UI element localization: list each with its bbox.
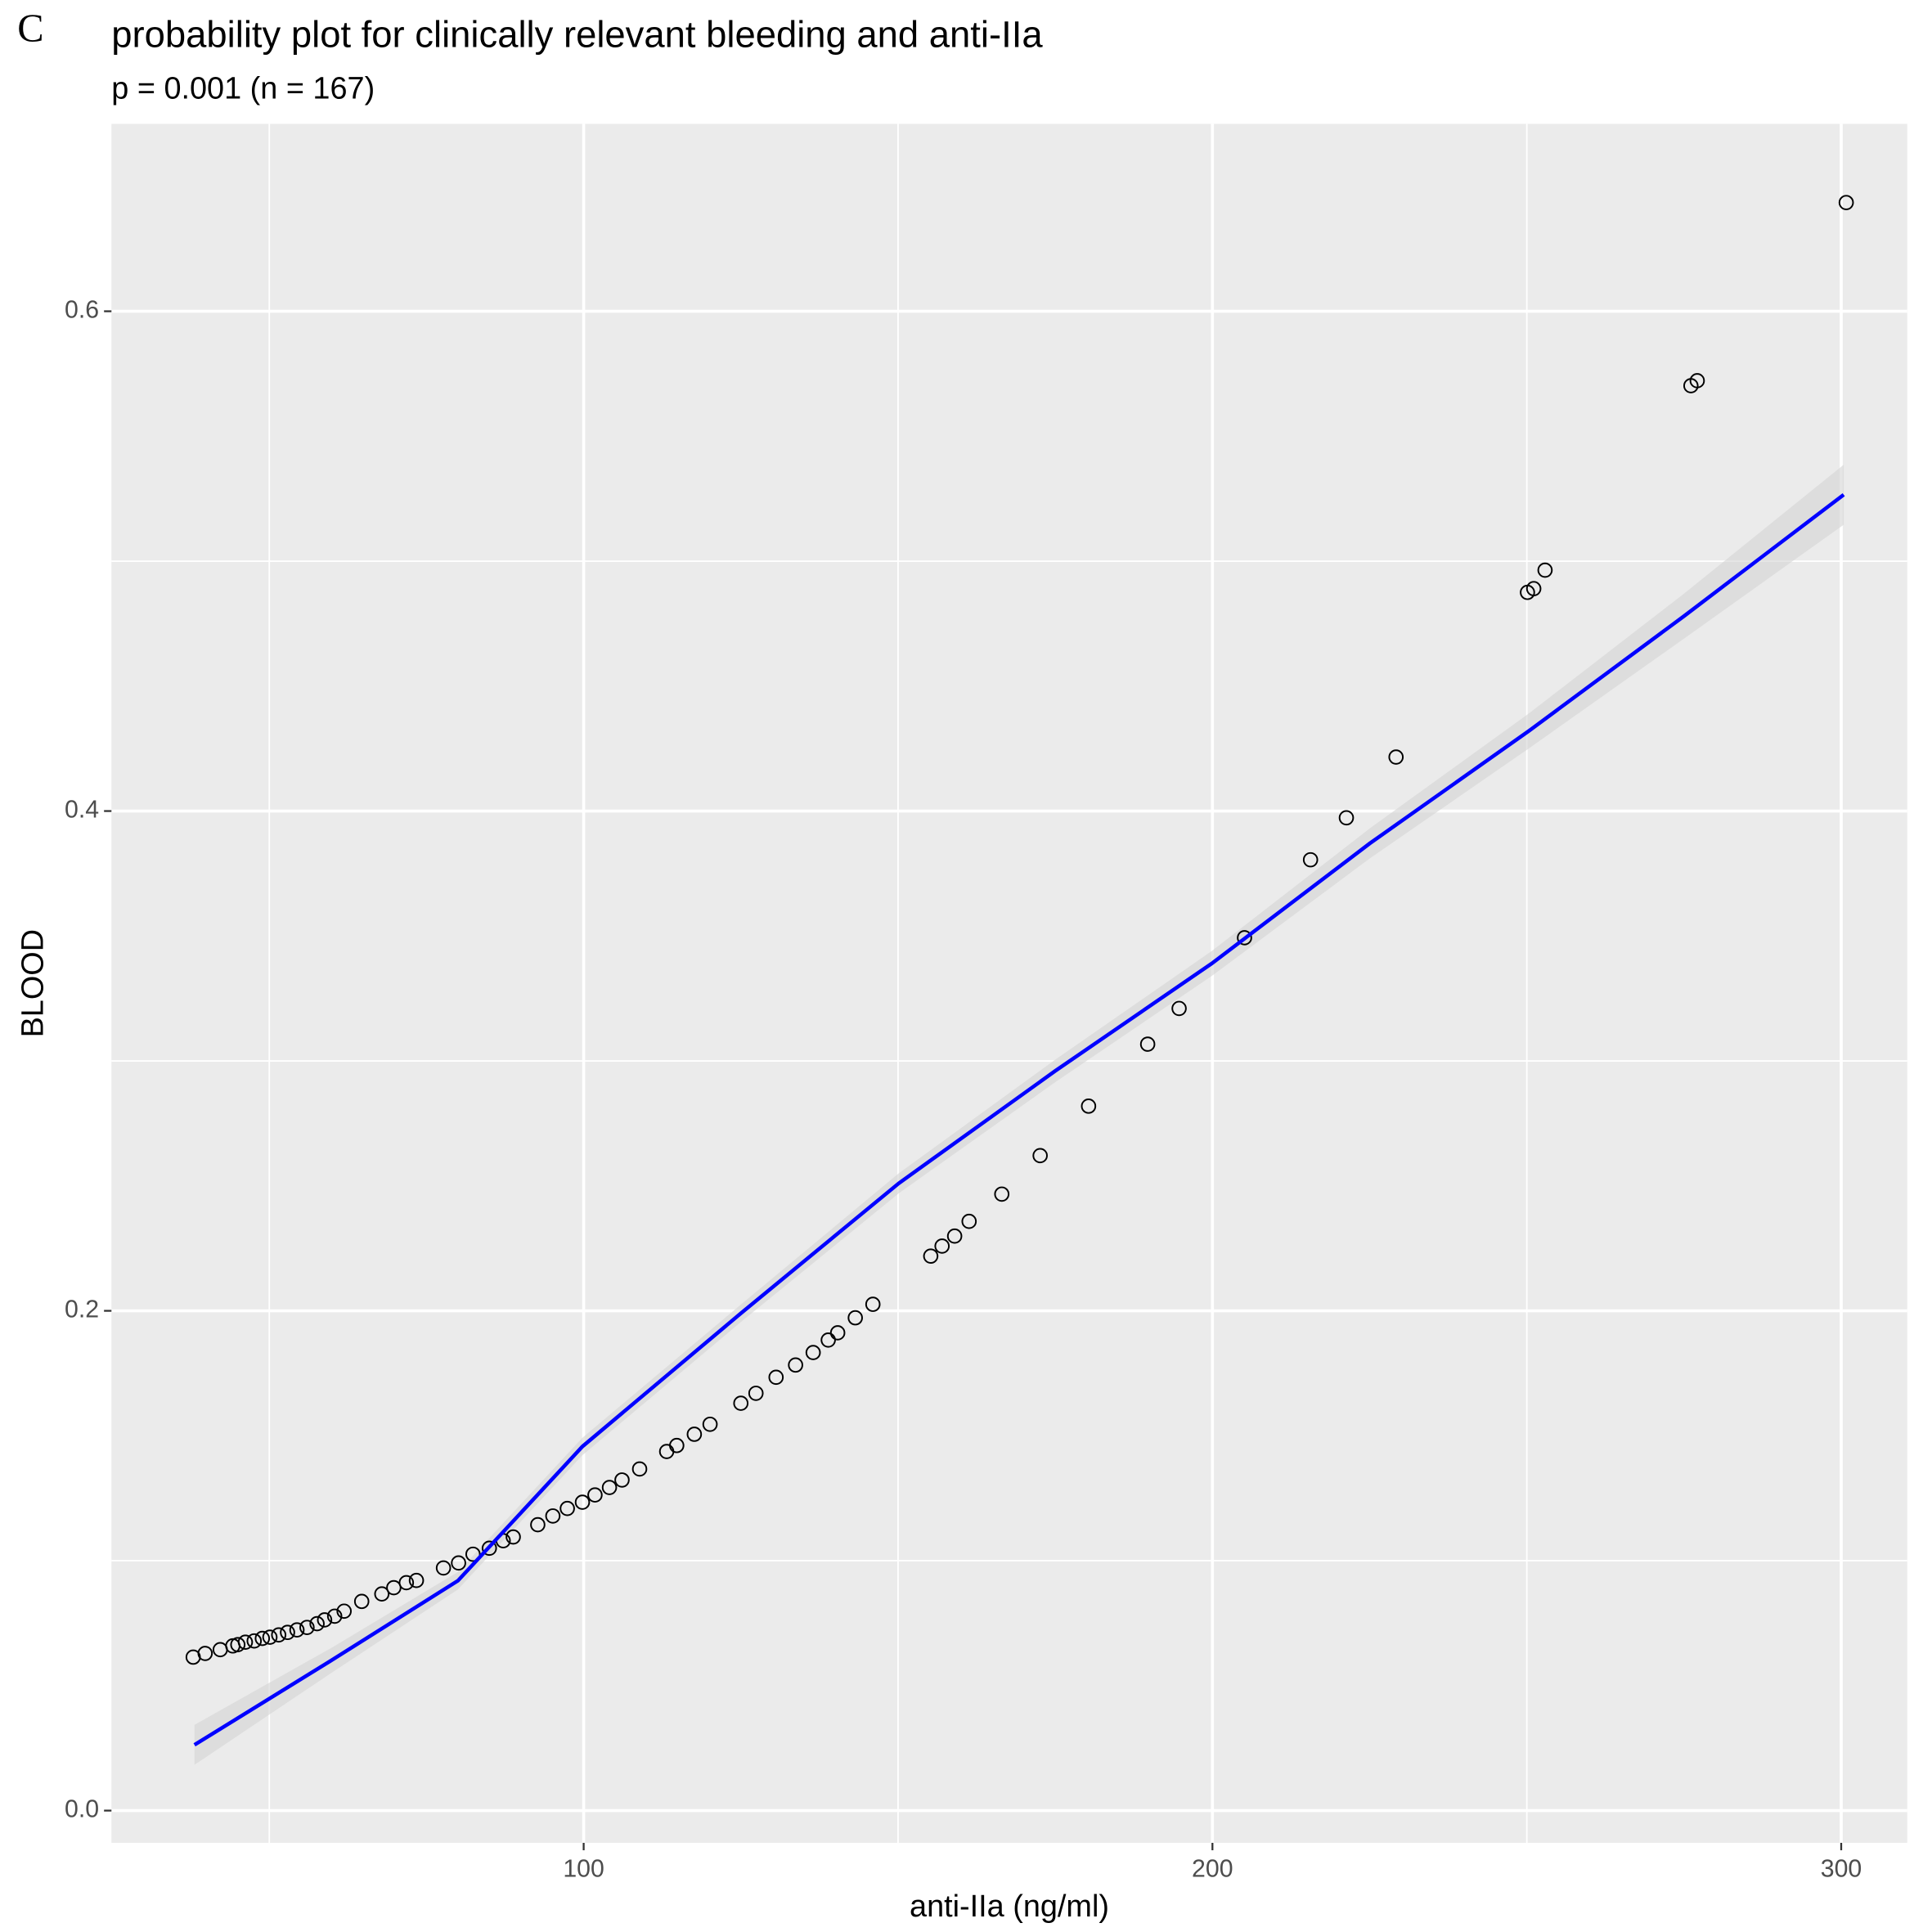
data-point xyxy=(271,1627,287,1643)
data-point xyxy=(631,1461,648,1477)
data-point xyxy=(289,1622,305,1638)
y-tick-label: 0.0 xyxy=(65,1796,99,1823)
data-point xyxy=(805,1345,821,1360)
y-tick-label: 0.6 xyxy=(65,297,99,324)
x-tick-label: 300 xyxy=(1821,1855,1862,1882)
data-point xyxy=(505,1529,521,1545)
data-point xyxy=(1302,851,1319,868)
data-point xyxy=(865,1296,881,1312)
y-axis-label: BLOOD xyxy=(16,929,50,1038)
data-point xyxy=(374,1586,390,1602)
data-point xyxy=(1171,1000,1187,1017)
data-point xyxy=(733,1395,749,1411)
data-point xyxy=(934,1238,950,1254)
data-point xyxy=(559,1500,575,1516)
data-point xyxy=(686,1427,703,1442)
data-point xyxy=(1081,1099,1097,1114)
data-point xyxy=(336,1603,353,1620)
data-point xyxy=(587,1487,603,1503)
data-point xyxy=(829,1325,846,1341)
chart-title: probability plot for clinically relevant… xyxy=(111,13,1043,55)
data-point xyxy=(1388,749,1404,765)
data-point xyxy=(1525,581,1542,596)
data-point xyxy=(299,1620,315,1635)
x-tick-label: 200 xyxy=(1192,1855,1233,1882)
data-point xyxy=(408,1572,425,1588)
y-tick-label: 0.2 xyxy=(65,1296,99,1323)
data-point xyxy=(669,1437,685,1453)
data-point xyxy=(246,1633,263,1649)
chart-subtitle: p = 0.001 (n = 167) xyxy=(111,72,375,106)
data-point xyxy=(353,1593,370,1610)
data-point xyxy=(847,1310,863,1326)
data-point xyxy=(574,1494,591,1510)
x-axis-label: anti-IIa (ng/ml) xyxy=(910,1889,1109,1924)
data-point xyxy=(254,1630,271,1647)
data-point xyxy=(961,1213,977,1229)
data-point xyxy=(1838,195,1854,210)
data-point xyxy=(230,1637,246,1653)
data-point xyxy=(923,1248,939,1264)
data-point xyxy=(702,1416,718,1432)
data-point xyxy=(435,1560,452,1576)
data-point xyxy=(601,1480,618,1495)
data-point xyxy=(768,1369,784,1386)
data-point xyxy=(946,1228,963,1244)
data-point xyxy=(1338,810,1355,826)
y-tick-label: 0.4 xyxy=(65,797,99,824)
data-point xyxy=(197,1646,213,1661)
data-point xyxy=(280,1624,295,1641)
data-point xyxy=(309,1615,325,1632)
data-point xyxy=(788,1357,803,1373)
data-point xyxy=(1537,562,1553,578)
data-point xyxy=(465,1546,481,1562)
data-point xyxy=(545,1508,561,1524)
data-point xyxy=(237,1634,254,1650)
data-point xyxy=(386,1579,402,1596)
data-point xyxy=(262,1629,278,1645)
x-tick-label: 100 xyxy=(563,1855,604,1882)
data-point xyxy=(451,1555,466,1571)
plot-panel xyxy=(111,124,1907,1843)
data-point xyxy=(326,1608,343,1624)
fit-line xyxy=(193,492,1845,1747)
data-point xyxy=(614,1472,630,1488)
data-point xyxy=(398,1575,415,1591)
data-point xyxy=(820,1332,836,1348)
data-point xyxy=(1689,373,1705,389)
data-point xyxy=(1032,1148,1048,1164)
data-point xyxy=(481,1540,497,1557)
panel-label: C xyxy=(17,7,43,50)
data-point xyxy=(1237,930,1252,946)
data-point xyxy=(994,1186,1010,1202)
data-point xyxy=(748,1386,764,1401)
data-point xyxy=(317,1612,333,1628)
confidence-band xyxy=(194,465,1844,1765)
data-point xyxy=(530,1516,546,1533)
data-point xyxy=(1139,1036,1156,1052)
